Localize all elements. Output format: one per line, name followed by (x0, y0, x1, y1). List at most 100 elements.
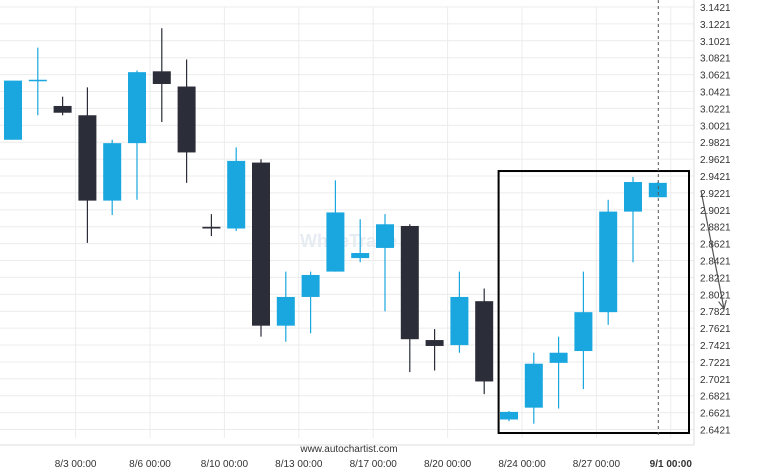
candle-body (103, 143, 122, 201)
y-tick-label: 2.6421 (700, 426, 731, 437)
candle (177, 59, 196, 183)
candle-body (326, 212, 345, 272)
pattern-overlay (497, 0, 727, 438)
y-tick-label: 2.8221 (700, 273, 731, 284)
y-tick-label: 2.9221 (700, 189, 731, 200)
candle-body (177, 86, 196, 153)
candle-body (276, 296, 295, 326)
x-tick-label: 8/27 00:00 (573, 459, 621, 470)
y-tick-label: 2.7021 (700, 375, 731, 386)
y-tick-label: 2.9621 (700, 155, 731, 166)
candle (450, 271, 469, 353)
candle (574, 271, 593, 390)
y-tick-label: 2.7221 (700, 358, 731, 369)
candle (202, 214, 221, 237)
y-tick-label: 2.8821 (700, 223, 731, 234)
y-tick-label: 2.7421 (700, 341, 731, 352)
candle-body (351, 253, 370, 259)
candle (351, 219, 370, 263)
candle (549, 336, 568, 409)
forecast-arrow (700, 190, 727, 311)
y-tick-label: 2.8621 (700, 240, 731, 251)
y-tick-label: 2.7621 (700, 324, 731, 335)
y-tick-label: 3.0821 (700, 54, 731, 65)
candle-body (400, 225, 419, 340)
x-tick-label: 8/20 00:00 (424, 459, 472, 470)
candle (326, 180, 345, 272)
y-tick-label: 2.9821 (700, 138, 731, 149)
candle-body (128, 72, 146, 144)
candle (524, 352, 543, 424)
candle (78, 87, 97, 243)
candle-body (53, 105, 72, 113)
candle-body (574, 312, 593, 352)
candle-body (376, 224, 394, 248)
candle-body (425, 340, 444, 346)
x-tick-label: 8/10 00:00 (201, 459, 249, 470)
x-tick-label: 9/1 00:00 (650, 459, 693, 470)
y-tick-label: 3.1021 (700, 37, 731, 48)
x-tick-label: 8/24 00:00 (498, 459, 546, 470)
candle (252, 159, 270, 337)
source-label: www.autochartist.com (299, 444, 397, 455)
candle-body (500, 411, 518, 420)
candles (4, 28, 667, 424)
watermark-text: WhiteTrade (300, 231, 397, 251)
candle (152, 28, 171, 123)
candle (28, 47, 47, 116)
candle-body (599, 211, 618, 313)
forecast-arrow-line (700, 190, 725, 309)
candle (128, 70, 146, 200)
y-tick-label: 2.6621 (700, 409, 731, 420)
candle-body (152, 71, 171, 84)
candle (103, 139, 122, 215)
candle-body (648, 182, 667, 198)
y-tick-label: 3.1221 (700, 20, 731, 31)
candle (4, 80, 22, 140)
candle-body (624, 182, 642, 212)
candle-body (301, 274, 320, 297)
x-tick-label: 8/17 00:00 (350, 459, 398, 470)
candle (376, 214, 394, 312)
y-tick-label: 3.0221 (700, 104, 731, 115)
candle (276, 271, 295, 342)
y-tick-label: 2.9021 (700, 206, 731, 217)
y-tick-label: 2.6821 (700, 392, 731, 403)
candle-body (202, 226, 221, 229)
candle-body (450, 296, 469, 346)
x-axis: 8/3 00:00 8/6 00:00 8/10 00:00 8/13 00:00 8/… (0, 444, 694, 470)
y-tick-label: 2.9421 (700, 172, 731, 183)
pattern-box (497, 170, 690, 435)
y-axis: 3.1421 3.1221 3.1021 3.0821 3.0621 3.0421 3.02… (693, 0, 731, 445)
candle-body (28, 79, 47, 82)
candle (624, 176, 642, 263)
candle (425, 329, 444, 371)
candle-body (252, 162, 270, 326)
x-tick-label: 8/3 00:00 (55, 459, 97, 470)
candle-body (475, 301, 494, 382)
x-tick-label: 8/6 00:00 (129, 459, 171, 470)
candle-body (524, 363, 543, 408)
candle-body (4, 80, 22, 140)
y-tick-label: 2.8421 (700, 257, 731, 268)
y-tick-label: 2.7821 (700, 307, 731, 318)
y-tick-label: 3.0421 (700, 88, 731, 99)
y-tick-label: 2.8021 (700, 290, 731, 301)
candle-body (78, 115, 97, 201)
candle (599, 199, 618, 325)
y-tick-label: 3.0021 (700, 121, 731, 132)
candle (53, 96, 72, 116)
candle (400, 224, 419, 373)
forecast-arrow-head (718, 299, 727, 311)
y-tick-label: 3.1421 (700, 3, 731, 14)
candle (227, 147, 246, 232)
y-tick-label: 3.0621 (700, 71, 731, 82)
grid (0, 6, 694, 438)
candle (475, 288, 494, 395)
candle (500, 411, 518, 422)
x-tick-label: 8/13 00:00 (275, 459, 323, 470)
candle-body (227, 160, 246, 229)
candle (301, 271, 320, 334)
